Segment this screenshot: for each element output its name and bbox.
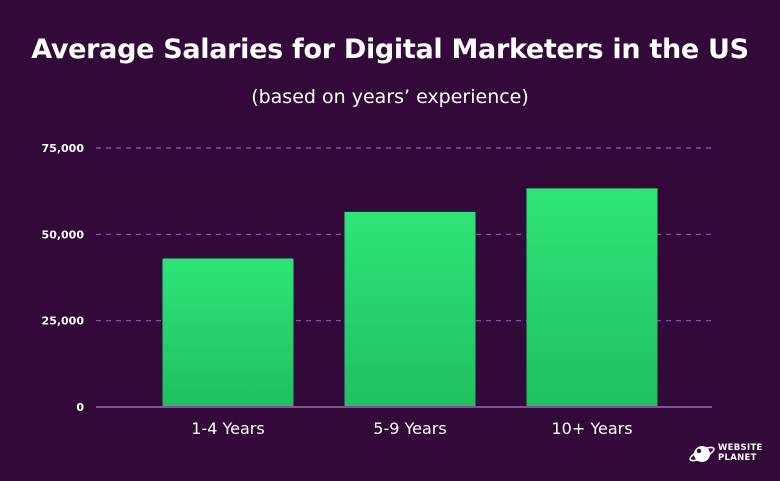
x-category-label: 5-9 Years [373, 419, 446, 438]
y-tick-label: 50,000 [42, 228, 85, 241]
bars [162, 188, 658, 406]
bar [344, 211, 476, 406]
logo-text: WEBSITE PLANET [718, 443, 763, 463]
y-axis-ticks: 0 25,000 50,000 75,000 [42, 142, 85, 414]
logo-line1: WEBSITE [718, 443, 763, 453]
logo-line2: PLANET [718, 453, 757, 463]
x-category-label: 1-4 Years [191, 419, 264, 438]
bar [162, 258, 294, 406]
x-category-label: 10+ Years [551, 419, 632, 438]
chart-subtitle: (based on years’ experience) [251, 86, 529, 108]
y-tick-label: 75,000 [42, 142, 85, 155]
bar [526, 188, 658, 406]
y-tick-label: 0 [76, 401, 84, 414]
x-axis-categories: 1-4 Years 5-9 Years 10+ Years [191, 419, 632, 438]
chart-title: Average Salaries for Digital Marketers i… [31, 34, 749, 65]
planet-logo-icon [689, 446, 715, 462]
y-tick-label: 25,000 [42, 315, 85, 328]
